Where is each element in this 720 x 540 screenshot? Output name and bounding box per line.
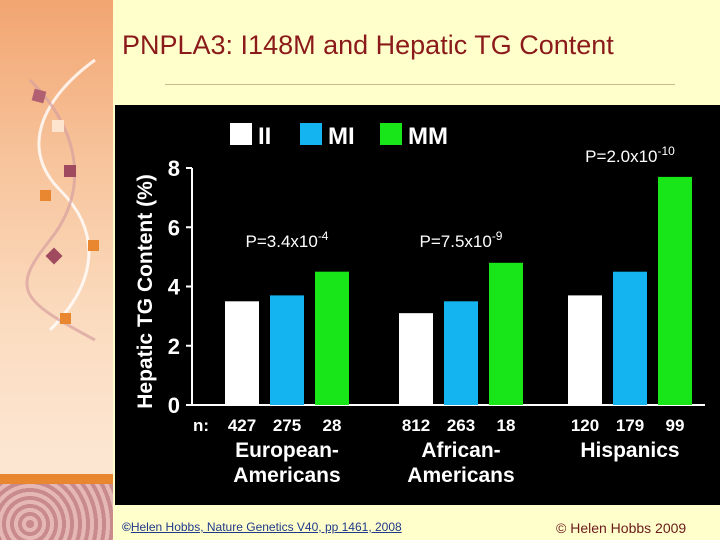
bar-MI-2 [613,271,647,405]
n-value: 275 [273,416,301,435]
bar-MM-0 [315,271,349,405]
y-tick-label: 0 [168,393,180,418]
p-value-annotation: P=3.4x10-4 [246,229,329,251]
n-value: 99 [666,416,685,435]
p-value-annotation: P=2.0x10-10 [585,144,675,166]
p-value-base: P=7.5x10 [420,232,492,251]
decorative-side-panel [0,0,113,540]
n-label: n: [193,416,209,435]
side-accent-bar [0,474,113,484]
p-value-base: P=3.4x10 [246,232,318,251]
n-value: 179 [616,416,644,435]
legend-swatch-MI [300,123,322,145]
n-value: 18 [497,416,516,435]
category-label: Americans [233,464,340,487]
bar-II-2 [568,295,602,405]
y-tick-label: 4 [168,275,181,300]
citation[interactable]: ©Helen Hobbs, Nature Genetics V40, pp 14… [122,520,402,534]
title-divider [165,84,675,85]
chart-panel: 0 2 4 6 8 Hepatic TG Content (%) II MI MM n: 427 27… [115,105,720,505]
category-label: European- [235,439,339,462]
citation-link[interactable]: Helen Hobbs, Nature Genetics V40, pp 146… [130,520,402,534]
n-value: 263 [447,416,475,435]
y-tick-label: 2 [168,334,180,359]
n-value: 812 [402,416,430,435]
category-label: Hispanics [580,439,679,462]
legend-swatch-MM [380,123,402,145]
n-value: 120 [571,416,599,435]
legend-swatch-II [230,123,252,145]
category-label: Americans [407,464,514,487]
bar-II-1 [399,313,433,405]
p-value-exponent: -9 [492,229,503,243]
p-value-exponent: -10 [657,144,675,158]
bar-MM-2 [658,176,692,405]
n-value: 427 [228,416,256,435]
y-axis-label: Hepatic TG Content (%) [134,174,157,409]
legend-label-MM: MM [408,123,448,150]
decorative-pattern [0,484,113,540]
bar-II-0 [225,301,259,405]
legend-label-MI: MI [328,123,355,150]
slide-title: PNPLA3: I148M and Hepatic TG Content [122,30,614,60]
bar-MM-1 [489,262,523,405]
y-tick-label: 6 [168,215,180,240]
copyright: © Helen Hobbs 2009 [556,520,687,536]
dna-decoration [25,58,99,342]
y-tick-label: 8 [168,156,180,181]
bar-MI-1 [444,301,478,405]
legend-label-II: II [258,123,271,150]
category-label: African- [421,439,500,462]
bar-chart: 0 2 4 6 8 Hepatic TG Content (%) II MI MM n: 427 27… [134,123,705,487]
p-value-exponent: -4 [318,229,329,243]
p-value-base: P=2.0x10 [585,147,657,166]
copyright-symbol: © [122,520,131,534]
p-value-annotation: P=7.5x10-9 [420,229,503,251]
n-value: 28 [323,416,342,435]
bar-MI-0 [270,295,304,405]
